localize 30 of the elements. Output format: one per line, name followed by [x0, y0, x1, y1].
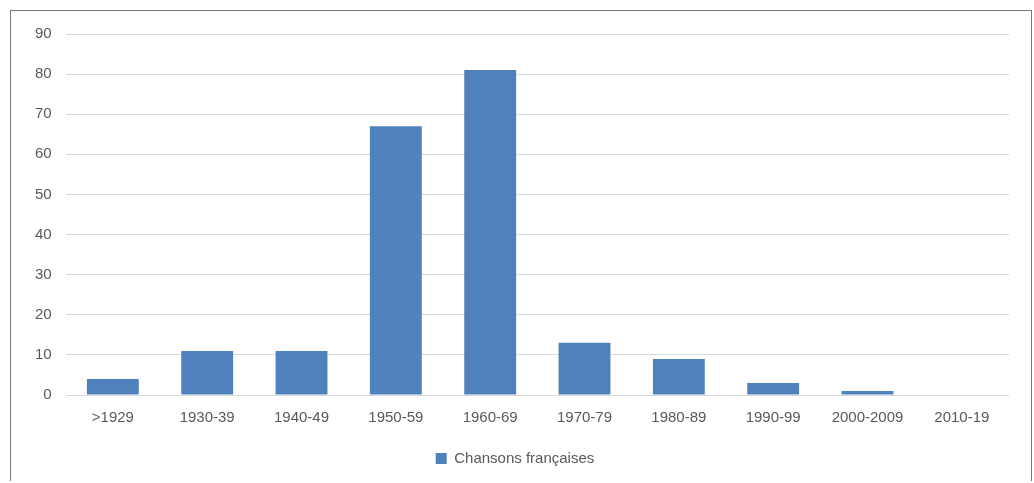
x-tick-label: 2010-19: [934, 408, 990, 426]
bar: [558, 342, 611, 395]
bar: [841, 390, 894, 395]
bar: [747, 382, 800, 395]
y-tick-label: 60: [35, 144, 52, 162]
x-tick-label: 2000-2009: [831, 408, 904, 426]
y-tick-label: 80: [35, 64, 52, 82]
y-tick-label: 40: [35, 224, 52, 242]
bar: [652, 358, 705, 395]
y-tick-label: 70: [35, 104, 52, 122]
y-tick-label: 20: [35, 304, 52, 322]
bar: [275, 350, 328, 395]
y-tick-label: 50: [35, 184, 52, 202]
bar: [464, 70, 517, 395]
bar: [181, 350, 234, 395]
y-tick-label: 30: [35, 264, 52, 282]
x-tick-label: 1990-99: [745, 408, 801, 426]
x-tick-label: 1960-69: [462, 408, 518, 426]
x-tick-label: 1950-59: [368, 408, 424, 426]
y-tick-label: 0: [43, 385, 52, 403]
x-tick-label: 1970-79: [556, 408, 613, 426]
x-tick-label: 1930-39: [179, 408, 235, 426]
x-tick-label: 1980-89: [651, 408, 707, 426]
legend-label: Chansons françaises: [454, 448, 595, 466]
y-tick-label: 90: [35, 24, 52, 42]
x-tick-label: >1929: [91, 408, 134, 426]
bar: [86, 378, 139, 395]
x-tick-label: 1940-49: [273, 408, 330, 426]
bar: [369, 126, 422, 395]
y-tick-label: 10: [35, 345, 52, 363]
